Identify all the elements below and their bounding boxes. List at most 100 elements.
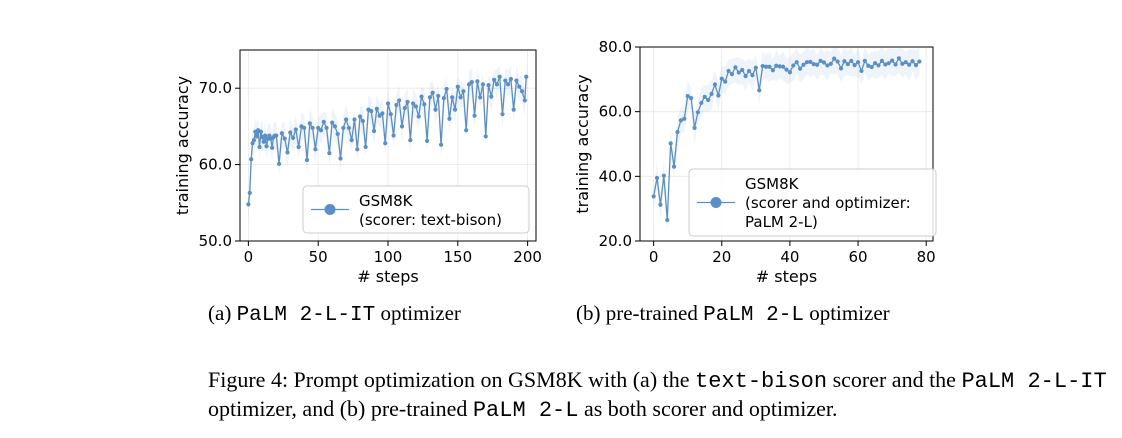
chart-a-data-point (246, 202, 251, 207)
chart-a-data-point (461, 89, 466, 94)
chart-b-x-tick-label: 60 (848, 248, 867, 266)
chart-b-data-point (791, 63, 796, 68)
chart-b-data-point (849, 58, 854, 64)
chart-a-data-point (399, 124, 405, 129)
chart-b-data-point (760, 63, 765, 69)
chart-a-data-point (332, 124, 338, 129)
chart-b-data-point (668, 141, 673, 146)
chart-a-data-point (374, 106, 379, 111)
chart-a-variance-band (248, 61, 527, 220)
chart-a-data-point (296, 144, 301, 150)
chart-b-data-point (903, 60, 908, 65)
chart-b-data-point (804, 60, 810, 65)
figure-caption: Figure 4: Prompt optimization on GSM8K w… (208, 366, 1108, 424)
chart-b-y-axis-label: training accuracy (573, 74, 592, 213)
chart-b-data-point (671, 164, 677, 169)
chart-a-data-point (258, 129, 264, 134)
chart-b-data-point (893, 62, 898, 67)
chart-a-x-tick-label: 0 (244, 248, 254, 266)
chart-a-data-point (352, 117, 357, 122)
chart-b-data-point (702, 94, 707, 99)
chart-b-data-point (750, 73, 755, 78)
chart-a-data-point (270, 145, 275, 150)
chart-b-data-point (794, 60, 799, 65)
chart-b-plot-area: 0 20 40 60 80 20.0 40.0 60.0 80.0 # steps training… (573, 38, 937, 286)
chart-b-data-point (743, 74, 748, 79)
chart-a-data-point (391, 133, 396, 138)
chart-a-plot-area: 0 50 100 150 200 50.0 60.0 70.0 # steps training … (173, 49, 542, 286)
chart-b-data-point (872, 61, 878, 66)
chart-a-data-point (464, 128, 469, 133)
subcaption-a-mono: PaLM 2-L-IT (236, 304, 376, 327)
chart-b-legend-box (688, 168, 937, 237)
chart-b-data-point (825, 63, 830, 68)
chart-b-legend-text: (scorer and optimizer: (745, 194, 911, 212)
chart-a-data-point (478, 95, 483, 100)
chart-a-data-point (261, 139, 266, 144)
chart-a-data-point (517, 84, 522, 89)
chart-a-data-point (288, 130, 293, 135)
chart-b-data-point (835, 59, 840, 64)
chart-b-data-point (774, 63, 779, 68)
chart-b-data-point (706, 97, 711, 103)
chart-a-data-point (327, 151, 332, 156)
chart-a-x-tick-label: 200 (513, 248, 542, 266)
chart-b-data-point (862, 58, 867, 64)
chart-a-x-tick-label: 150 (443, 248, 472, 266)
chart-a-data-point (344, 117, 349, 122)
chart-a-data-point (433, 107, 438, 112)
chart-a-data-point (388, 112, 393, 117)
chart-b-y-tick-label: 60.0 (599, 103, 632, 121)
chart-a-data-point (508, 76, 513, 82)
chart-a-data-point (413, 104, 419, 109)
chart-b-data-point (845, 62, 850, 67)
chart-b-data-point (689, 95, 694, 101)
chart-a-data-point (419, 94, 424, 99)
chart-b-data-point (842, 59, 847, 64)
chart-b-data-point (695, 110, 701, 115)
chart-a-data-point (408, 138, 413, 143)
chart-a-data-point (302, 125, 307, 131)
chart-b-data-point (726, 68, 731, 74)
chart-a-data-point (505, 82, 511, 87)
chart-a-data-point (494, 82, 500, 87)
chart-a-data-point (254, 134, 259, 139)
chart-b-data-point (661, 173, 666, 178)
chart-a-data-point (313, 147, 318, 152)
chart-a-y-tick-label: 60.0 (199, 156, 232, 174)
chart-a-data-point (310, 125, 315, 131)
chart-a-data-point (251, 138, 257, 143)
chart-b-data-point (675, 129, 680, 135)
chart-a-data-point (424, 138, 430, 144)
chart-b-data-point (682, 116, 687, 121)
chart-b-data-point (815, 62, 820, 67)
chart-b-data-point (665, 217, 670, 223)
chart-b-data-point (658, 202, 663, 207)
figure-caption-part-3: optimizer, and (b) pre-trained (208, 396, 473, 421)
chart-a-data-point (492, 77, 497, 82)
chart-a-data-point (360, 118, 365, 124)
chart-a-data-point (338, 156, 343, 161)
chart-b-data-point (733, 65, 738, 70)
chart-b-data-point (890, 58, 895, 63)
chart-a-data-point (402, 105, 407, 111)
chart-a-data-point (257, 144, 262, 150)
chart-a-data-point (274, 133, 279, 138)
chart-b-data-point (828, 61, 833, 66)
chart-a-data-point (385, 101, 391, 106)
subcaption-b: (b) pre-trained PaLM 2-L optimizer (576, 301, 890, 327)
chart-a-data-point (363, 144, 368, 150)
chart-a-data-point (355, 147, 360, 152)
chart-a-data-point (247, 190, 252, 195)
chart-b-data-point (866, 63, 871, 68)
chart-b-data-point (753, 65, 758, 70)
chart-b-data-point (777, 64, 782, 69)
chart-b-data-point (876, 63, 881, 68)
chart-a-data-point (293, 127, 298, 132)
chart-a-data-point (511, 107, 516, 112)
chart-a-data-point (486, 83, 491, 88)
chart-b-data-point (746, 68, 752, 74)
chart-a-data-point (324, 125, 329, 131)
chart-b-data-point (869, 64, 874, 70)
chart-b-data-point (879, 58, 884, 64)
